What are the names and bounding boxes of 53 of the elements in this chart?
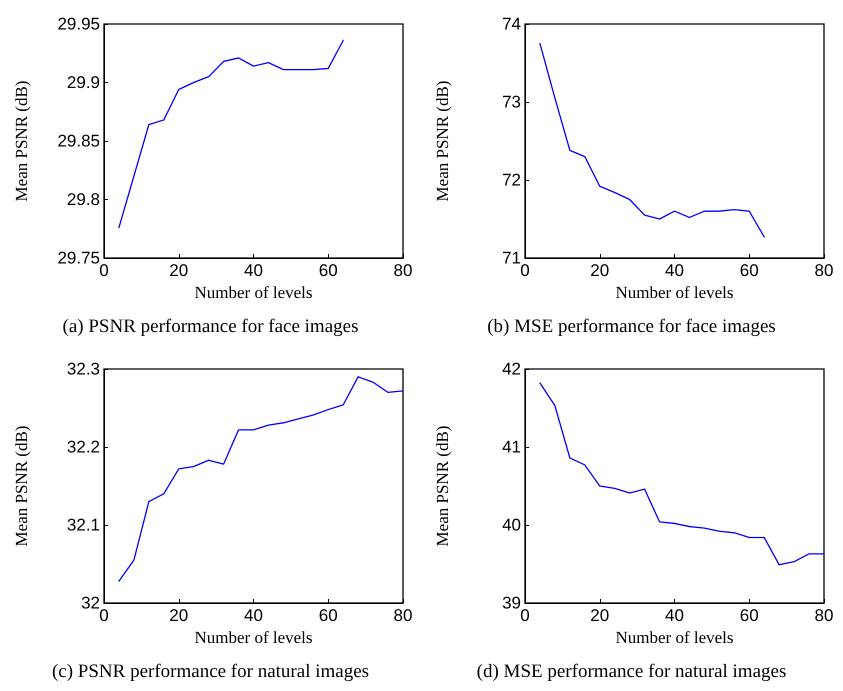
x-tick-label: 80 [394, 261, 412, 280]
x-tick-label: 60 [740, 261, 759, 280]
x-tick-label: 60 [740, 606, 759, 625]
x-tick-label: 20 [590, 606, 610, 625]
y-axis-title: Mean PSNR (dB) [433, 426, 452, 546]
text: (b) MSE performance for face images [487, 316, 776, 337]
x-tick-label: 0 [99, 606, 109, 625]
y-tick-label: 73 [502, 92, 521, 112]
y-tick-label: 32.3 [66, 360, 100, 378]
x-tick-label: 0 [520, 261, 530, 280]
line-series [118, 40, 344, 228]
x-tick-label: 20 [590, 261, 610, 280]
x-tick-label: 60 [318, 261, 338, 280]
y-axis-title: Mean PSNR (dB) [12, 426, 31, 546]
y-tick-label: 29.8 [66, 190, 100, 209]
line-series [539, 42, 765, 238]
y-tick-label: 29.9 [66, 73, 100, 92]
line-series [539, 382, 825, 566]
line-series [118, 376, 404, 582]
x-axis-title: Number of levels [194, 282, 313, 302]
y-tick-label: 32 [81, 594, 100, 612]
x-tick-label: 0 [99, 261, 109, 280]
y-tick-label: 42 [502, 360, 521, 378]
y-tick-label: 32.1 [66, 516, 100, 534]
x-tick-label: 80 [814, 606, 834, 625]
y-tick-label: 40 [502, 516, 521, 534]
text: (c) PSNR performance for natural images [52, 661, 370, 682]
x-tick-label: 0 [520, 606, 530, 625]
x-axis-title: Number of levels [615, 628, 734, 647]
y-tick-label: 74 [502, 14, 521, 34]
x-tick-label: 40 [665, 606, 684, 625]
x-tick-label: 40 [244, 606, 263, 625]
x-axis-title: Number of levels [615, 282, 734, 302]
y-tick-label: 29.95 [57, 14, 100, 34]
y-tick-label: 32.2 [66, 438, 100, 456]
y-tick-label: 72 [502, 170, 521, 190]
y-tick-label: 39 [502, 594, 521, 612]
y-tick-label: 29.75 [57, 248, 100, 268]
x-tick-label: 20 [169, 606, 188, 625]
x-tick-label: 40 [665, 261, 684, 280]
text: (d) MSE performance for natural images [476, 661, 786, 682]
y-tick-label: 41 [502, 438, 521, 456]
y-tick-label: 29.85 [57, 132, 100, 150]
y-axis-title: Mean PSNR (dB) [12, 80, 31, 202]
x-tick-label: 20 [169, 261, 188, 280]
y-tick-label: 71 [502, 248, 521, 268]
x-tick-label: 40 [244, 261, 263, 280]
text: (a) PSNR performance for face images [62, 316, 358, 337]
x-tick-label: 80 [394, 606, 412, 625]
x-tick-label: 60 [318, 606, 338, 625]
y-axis-title: Mean PSNR (dB) [433, 80, 452, 202]
x-axis-title: Number of levels [194, 628, 313, 647]
x-tick-label: 80 [814, 261, 834, 280]
